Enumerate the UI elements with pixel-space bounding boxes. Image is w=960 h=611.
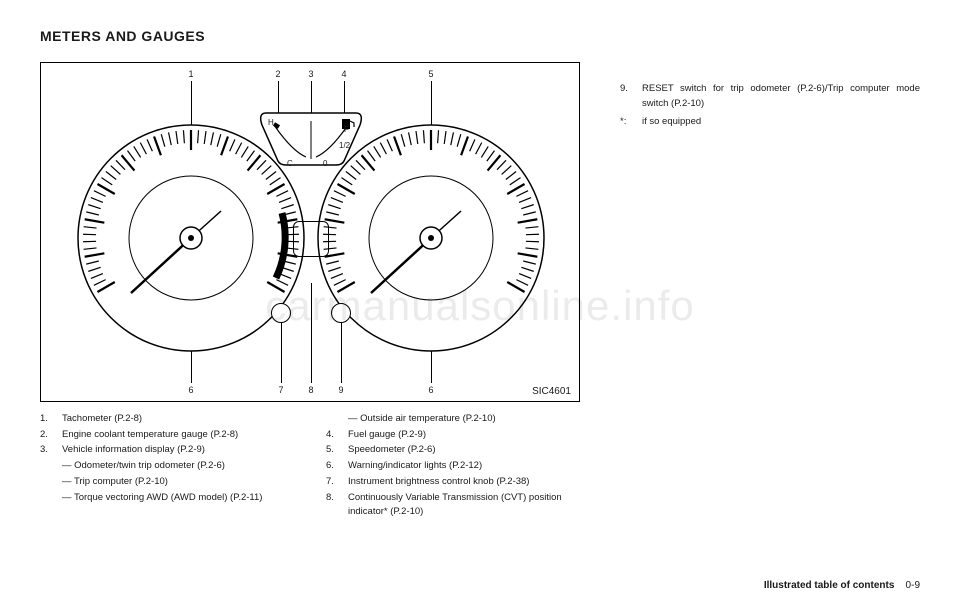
legend-item-number: 2. xyxy=(40,428,62,443)
legend-item: *:if so equipped xyxy=(620,115,920,130)
figure-code: SIC4601 xyxy=(532,386,571,397)
legend-item-text: Warning/indicator lights (P.2-12) xyxy=(348,459,580,474)
legend-item-text: RESET switch for trip odometer (P.2-6)/T… xyxy=(642,82,920,111)
callout-bot-2: 7 xyxy=(276,385,286,395)
legend-item-number: 4. xyxy=(326,428,348,443)
callout-bot-4: 9 xyxy=(336,385,346,395)
legend-item-text: Fuel gauge (P.2-9) xyxy=(348,428,580,443)
legend-item: 3.Vehicle information display (P.2-9) xyxy=(40,443,294,458)
footer-page: 0-9 xyxy=(906,580,920,591)
legend-item-number: 8. xyxy=(326,491,348,520)
legend-item-text: Instrument brightness control knob (P.2-… xyxy=(348,475,580,490)
speedometer-dial xyxy=(316,123,546,353)
legend-item-number: 6. xyxy=(326,459,348,474)
legend-item-text: Engine coolant temperature gauge (P.2-8) xyxy=(62,428,294,443)
legend-item-text: — Odometer/twin trip odometer (P.2-6) xyxy=(62,459,294,474)
legend-item-text: if so equipped xyxy=(642,115,920,130)
legend-item-number xyxy=(40,491,62,506)
legend-item: — Odometer/twin trip odometer (P.2-6) xyxy=(40,459,294,474)
legend-item-text: — Outside air temperature (P.2-10) xyxy=(348,412,580,427)
legend-item-text: Vehicle information display (P.2-9) xyxy=(62,443,294,458)
legend-item-number: 3. xyxy=(40,443,62,458)
legend-col-mid: — Outside air temperature (P.2-10)4.Fuel… xyxy=(326,412,580,521)
legend-col-left: 1.Tachometer (P.2-8)2.Engine coolant tem… xyxy=(40,412,294,521)
legend-item-number xyxy=(326,412,348,427)
legend-item: 6.Warning/indicator lights (P.2-12) xyxy=(326,459,580,474)
legend-item-text: Speedometer (P.2-6) xyxy=(348,443,580,458)
legend-item: — Torque vectoring AWD (AWD model) (P.2-… xyxy=(40,491,294,506)
legend-item-number: 5. xyxy=(326,443,348,458)
legend-item-number: 7. xyxy=(326,475,348,490)
footer-section: Illustrated table of contents xyxy=(764,580,895,591)
legend-item: 2.Engine coolant temperature gauge (P.2-… xyxy=(40,428,294,443)
gauge-figure: 1 2 3 4 5 6 7 8 9 6 H C F 1/2 0 xyxy=(40,62,580,402)
legend-item: 1.Tachometer (P.2-8) xyxy=(40,412,294,427)
callout-bot-1: 6 xyxy=(186,385,196,395)
callout-top-2: 2 xyxy=(273,69,283,79)
legend-item-number xyxy=(40,475,62,490)
callout-top-5: 5 xyxy=(426,69,436,79)
reset-knob xyxy=(331,303,351,323)
legend-item-number: 9. xyxy=(620,82,642,111)
legend-item: — Trip computer (P.2-10) xyxy=(40,475,294,490)
legend-item: — Outside air temperature (P.2-10) xyxy=(326,412,580,427)
legend-item-number: *: xyxy=(620,115,642,130)
callout-bot-5: 6 xyxy=(426,385,436,395)
callout-top-1: 1 xyxy=(186,69,196,79)
callout-bot-3: 8 xyxy=(306,385,316,395)
legend-item-text: Tachometer (P.2-8) xyxy=(62,412,294,427)
callout-top-3: 3 xyxy=(306,69,316,79)
tachometer-dial xyxy=(76,123,306,353)
callout-top-4: 4 xyxy=(339,69,349,79)
legend-item-number xyxy=(40,459,62,474)
legend-item-text: — Trip computer (P.2-10) xyxy=(62,475,294,490)
legend-columns: 1.Tachometer (P.2-8)2.Engine coolant tem… xyxy=(40,412,580,521)
page-footer: Illustrated table of contents 0-9 xyxy=(764,580,920,591)
legend-item: 5.Speedometer (P.2-6) xyxy=(326,443,580,458)
legend-item: 9.RESET switch for trip odometer (P.2-6)… xyxy=(620,82,920,111)
legend-item: 8.Continuously Variable Transmission (CV… xyxy=(326,491,580,520)
section-title: METERS AND GAUGES xyxy=(40,28,920,44)
callout-line xyxy=(311,283,312,383)
legend-item: 4.Fuel gauge (P.2-9) xyxy=(326,428,580,443)
legend-item: 7.Instrument brightness control knob (P.… xyxy=(326,475,580,490)
brightness-knob xyxy=(271,303,291,323)
legend-item-text: Continuously Variable Transmission (CVT)… xyxy=(348,491,580,520)
info-display xyxy=(293,221,329,257)
legend-item-number: 1. xyxy=(40,412,62,427)
legend-item-text: — Torque vectoring AWD (AWD model) (P.2-… xyxy=(62,491,294,506)
legend-col-right: 9.RESET switch for trip odometer (P.2-6)… xyxy=(620,82,920,134)
